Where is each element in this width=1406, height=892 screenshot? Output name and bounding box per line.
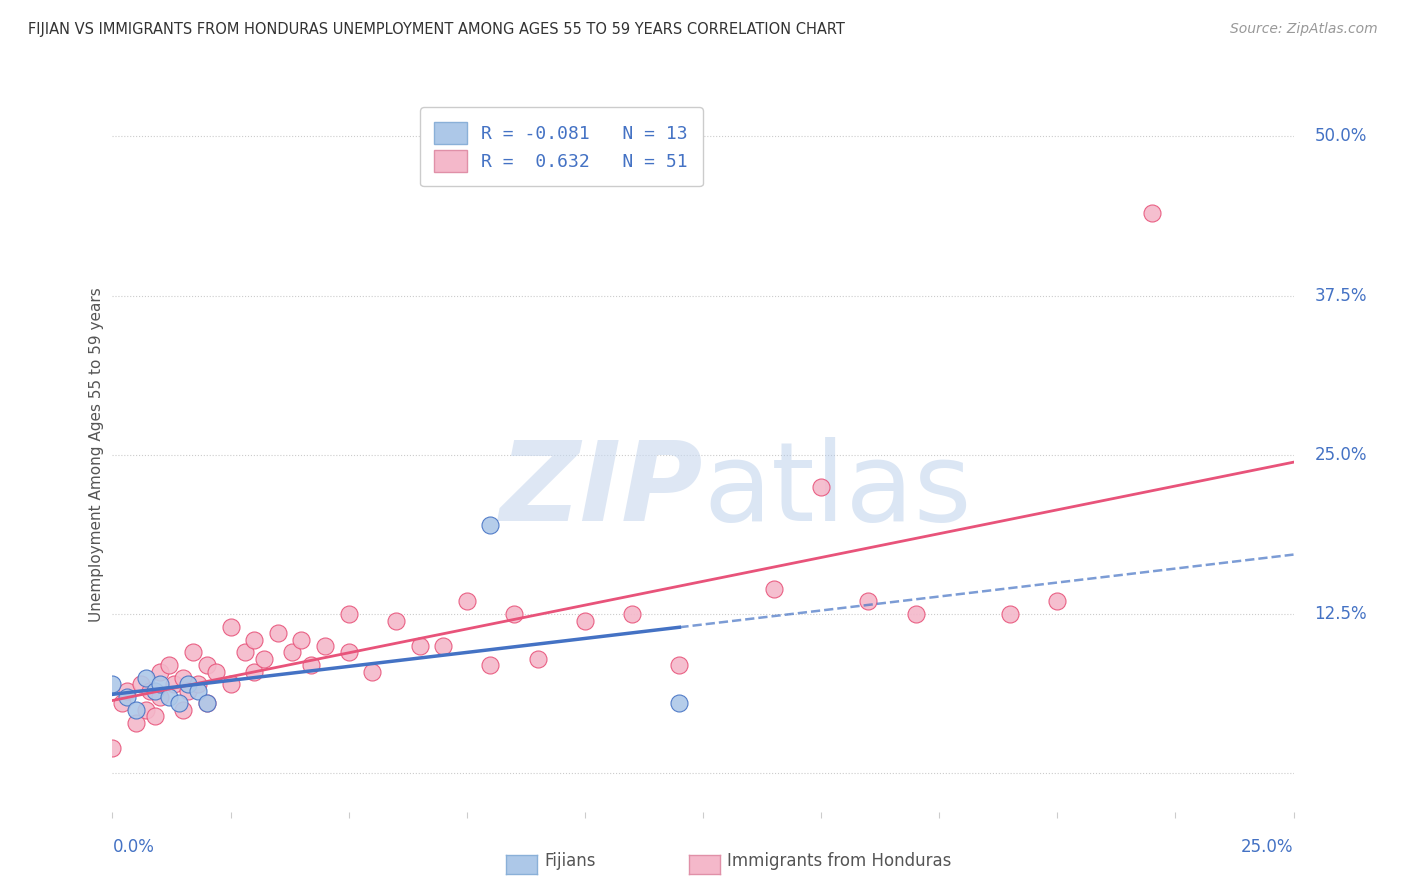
Point <box>205 665 228 679</box>
Text: 12.5%: 12.5% <box>1315 605 1367 624</box>
Point <box>195 658 218 673</box>
Point <box>243 632 266 647</box>
Point <box>163 677 186 691</box>
Point <box>125 703 148 717</box>
Point <box>281 645 304 659</box>
Point <box>181 645 204 659</box>
Text: Fijians: Fijians <box>544 852 596 870</box>
Point <box>361 665 384 679</box>
Point <box>219 677 242 691</box>
Point <box>810 480 832 494</box>
Point <box>456 594 478 608</box>
Point <box>115 690 138 704</box>
Point <box>668 658 690 673</box>
Text: 0.0%: 0.0% <box>112 838 155 856</box>
Point <box>172 703 194 717</box>
Text: 25.0%: 25.0% <box>1315 446 1367 464</box>
Point <box>1140 206 1163 220</box>
Point <box>139 683 162 698</box>
Point <box>157 690 180 704</box>
Point <box>101 741 124 756</box>
Legend: R = -0.081   N = 13, R =  0.632   N = 51: R = -0.081 N = 13, R = 0.632 N = 51 <box>420 107 703 186</box>
Point <box>129 677 152 691</box>
Point <box>621 607 644 622</box>
Point <box>762 582 785 596</box>
Point <box>479 518 502 533</box>
Point <box>157 658 180 673</box>
Text: 37.5%: 37.5% <box>1315 286 1367 305</box>
Point <box>904 607 927 622</box>
Text: Source: ZipAtlas.com: Source: ZipAtlas.com <box>1230 22 1378 37</box>
Point <box>167 697 190 711</box>
Text: Immigrants from Honduras: Immigrants from Honduras <box>727 852 952 870</box>
Point <box>503 607 526 622</box>
Point <box>101 677 124 691</box>
Point <box>111 697 134 711</box>
Point <box>186 683 208 698</box>
Point <box>135 703 157 717</box>
Point <box>172 671 194 685</box>
Point <box>125 715 148 730</box>
Point <box>408 639 430 653</box>
Point <box>432 639 454 653</box>
Point <box>115 683 138 698</box>
Point <box>149 677 172 691</box>
Text: atlas: atlas <box>703 437 972 544</box>
Point <box>1046 594 1069 608</box>
Point <box>195 697 218 711</box>
Point <box>219 620 242 634</box>
Point <box>243 665 266 679</box>
Point <box>267 626 290 640</box>
Point <box>233 645 256 659</box>
Point <box>149 690 172 704</box>
Point <box>668 697 690 711</box>
Point <box>143 709 166 723</box>
Point <box>143 683 166 698</box>
Point <box>177 677 200 691</box>
Point <box>385 614 408 628</box>
Text: 50.0%: 50.0% <box>1315 128 1367 145</box>
Point <box>290 632 312 647</box>
Point <box>337 607 360 622</box>
Point <box>149 665 172 679</box>
Point <box>177 683 200 698</box>
Point <box>858 594 880 608</box>
Point <box>337 645 360 659</box>
Point <box>526 652 548 666</box>
Point <box>135 671 157 685</box>
Point <box>479 658 502 673</box>
Text: 25.0%: 25.0% <box>1241 838 1294 856</box>
Point <box>195 697 218 711</box>
Point <box>998 607 1021 622</box>
Text: ZIP: ZIP <box>499 437 703 544</box>
Text: FIJIAN VS IMMIGRANTS FROM HONDURAS UNEMPLOYMENT AMONG AGES 55 TO 59 YEARS CORREL: FIJIAN VS IMMIGRANTS FROM HONDURAS UNEMP… <box>28 22 845 37</box>
Point <box>186 677 208 691</box>
Point <box>299 658 322 673</box>
Point <box>314 639 336 653</box>
Y-axis label: Unemployment Among Ages 55 to 59 years: Unemployment Among Ages 55 to 59 years <box>89 287 104 623</box>
Point <box>574 614 596 628</box>
Point <box>253 652 276 666</box>
